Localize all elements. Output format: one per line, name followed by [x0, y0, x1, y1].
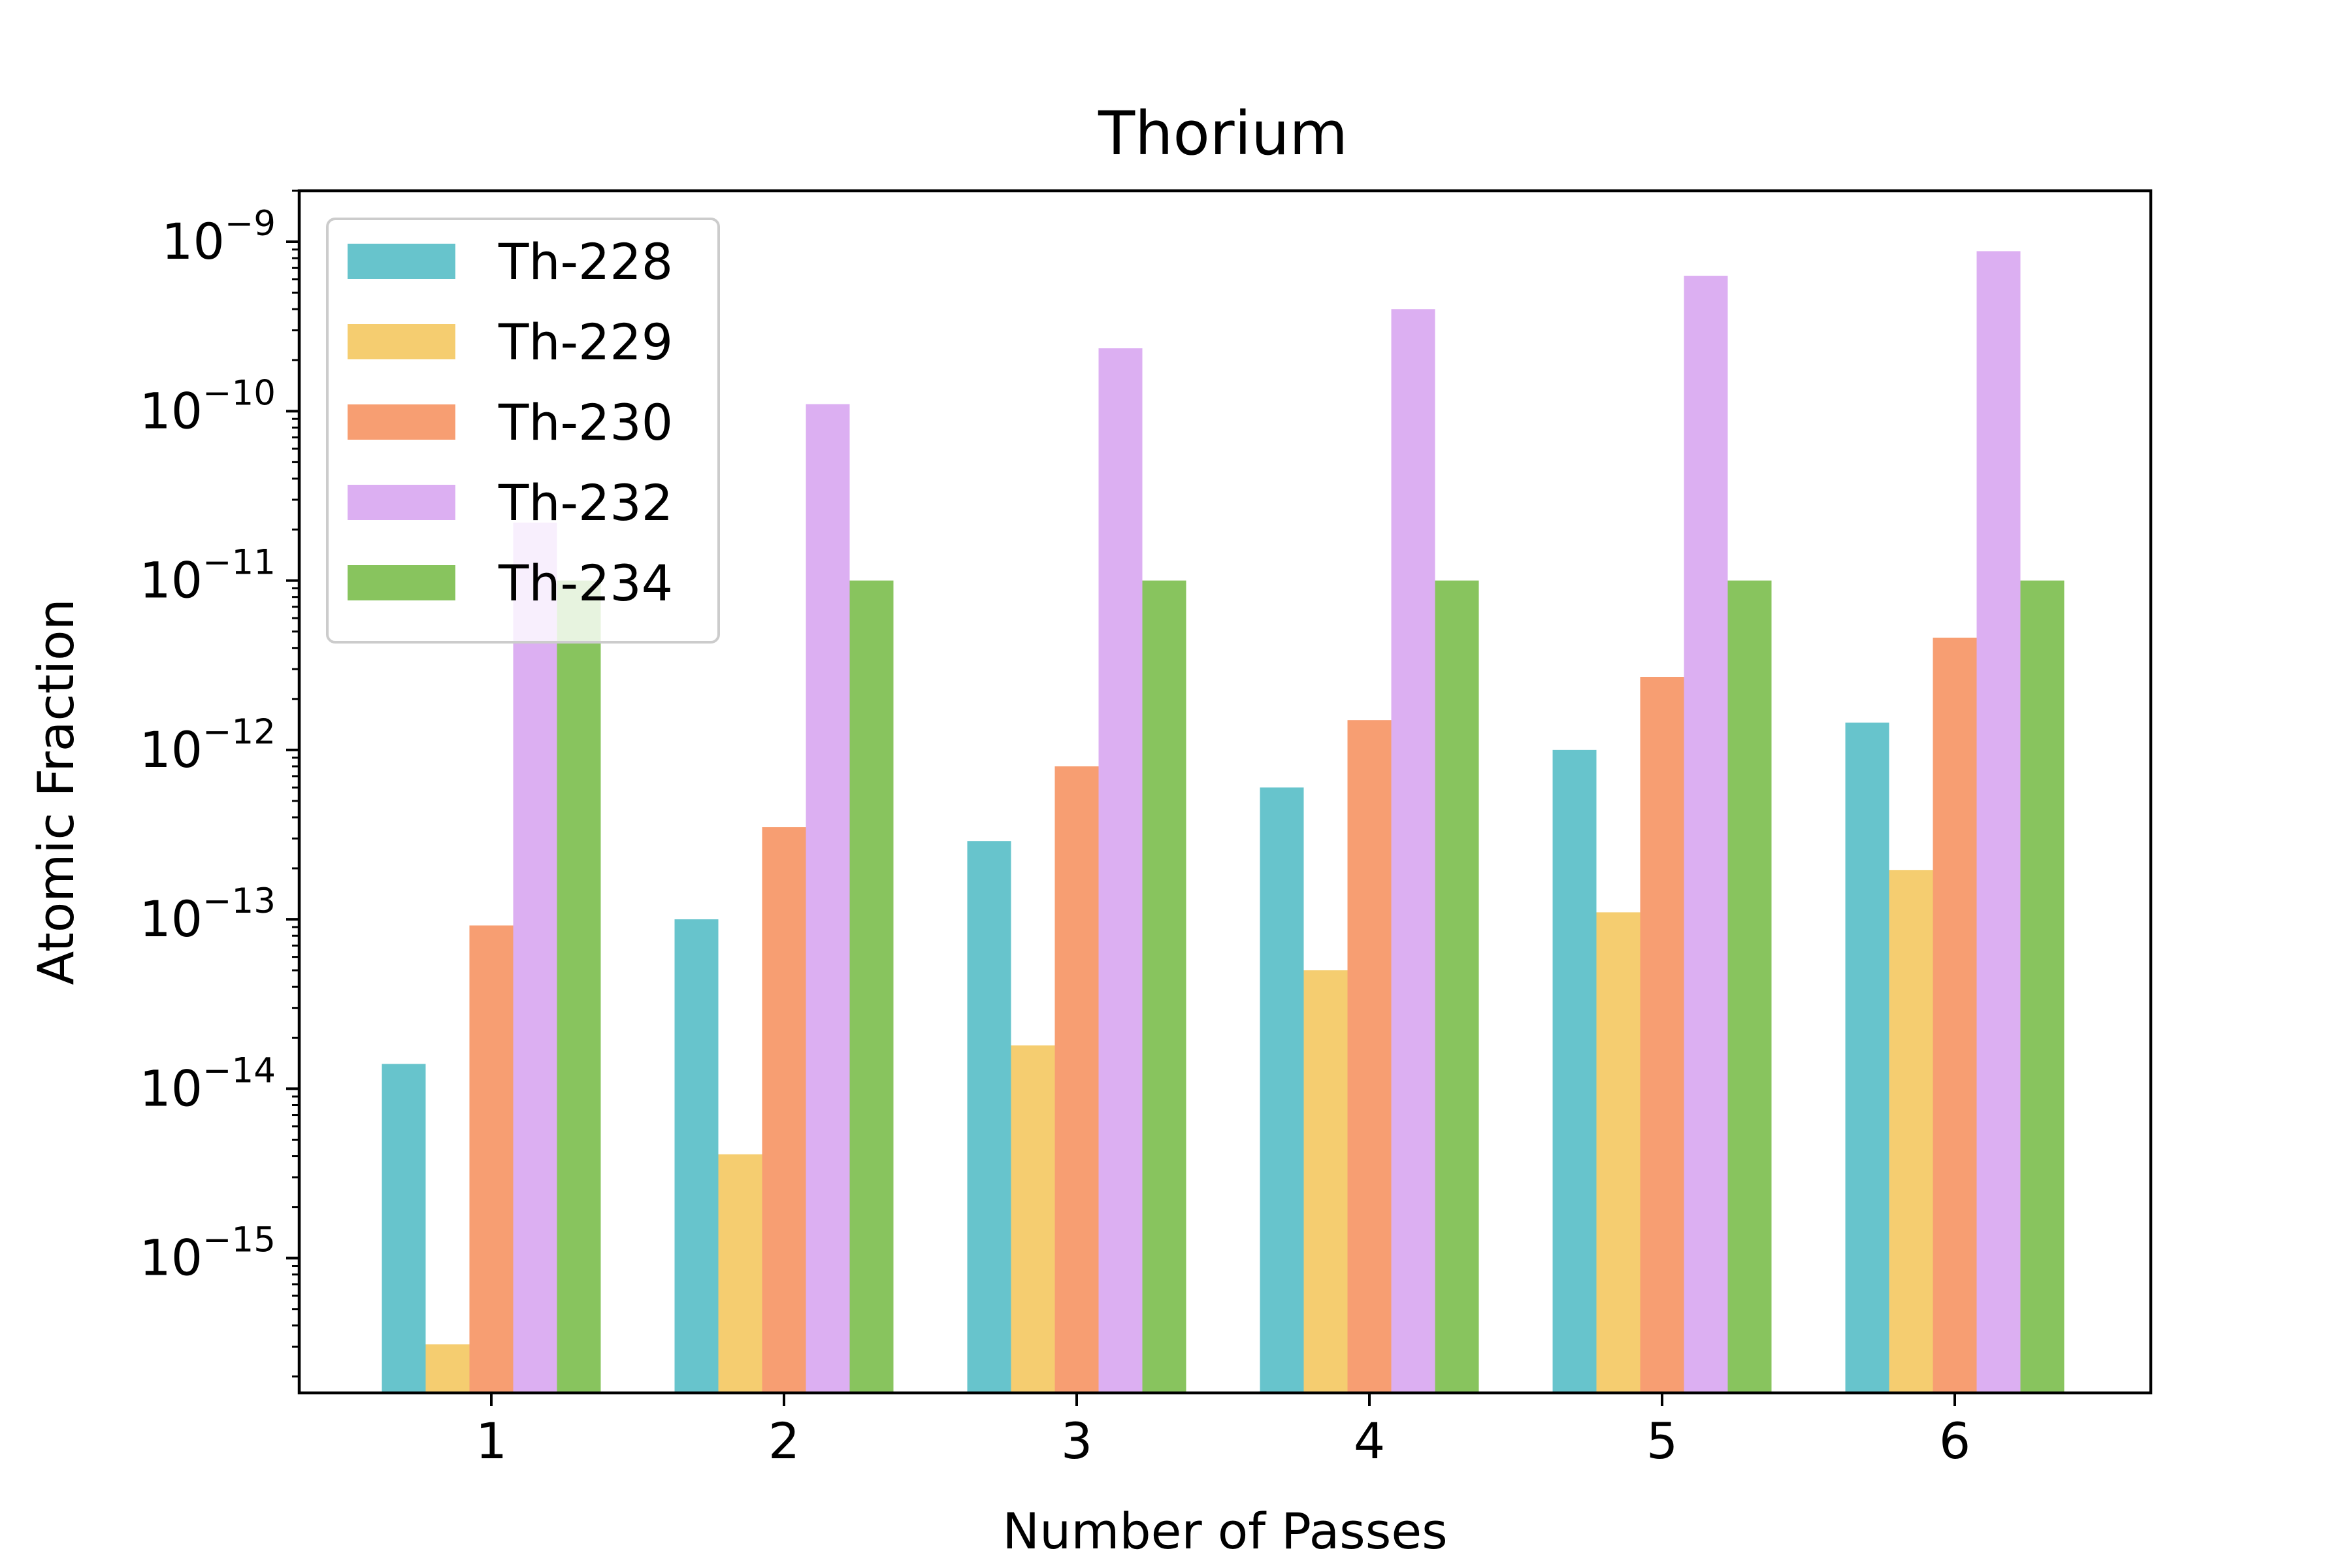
- bar-th-234-pass-1: [557, 580, 601, 1393]
- legend-label-th-228: Th-228: [498, 233, 673, 291]
- y-tick-label: 10−14: [139, 1051, 276, 1117]
- legend-label-th-229: Th-229: [498, 313, 673, 371]
- bar-th-232-pass-4: [1391, 309, 1435, 1393]
- bar-th-229-pass-6: [1889, 870, 1933, 1393]
- x-tick-label: 3: [1061, 1412, 1092, 1470]
- bar-th-230-pass-1: [469, 925, 514, 1393]
- bar-th-229-pass-1: [425, 1344, 470, 1393]
- x-axis-label: Number of Passes: [1002, 1502, 1447, 1560]
- y-tick-label: 10−10: [139, 373, 276, 440]
- legend-label-th-230: Th-230: [498, 393, 673, 451]
- bar-th-230-pass-4: [1347, 720, 1392, 1393]
- bar-th-230-pass-5: [1640, 677, 1684, 1393]
- y-axis: 10−15 10−14 10−13 10−12 10−11 10−10 10−9: [139, 189, 299, 1378]
- y-tick-label: 10−13: [139, 881, 276, 948]
- legend-label-th-232: Th-232: [498, 474, 673, 532]
- bar-th-234-pass-5: [1727, 580, 1772, 1393]
- bar-th-234-pass-6: [2020, 580, 2065, 1393]
- legend-swatch-th-234: [348, 565, 455, 600]
- x-tick-label: 4: [1354, 1412, 1385, 1470]
- legend: Th-228 Th-229 Th-230 Th-232 Th-234: [326, 218, 720, 644]
- y-axis-label: Atomic Fraction: [27, 598, 85, 985]
- legend-swatch-th-230: [348, 404, 455, 440]
- bar-th-234-pass-4: [1435, 580, 1479, 1393]
- bars-layer: [382, 251, 2065, 1394]
- bar-th-232-pass-3: [1098, 348, 1143, 1394]
- bar-th-234-pass-3: [1142, 580, 1186, 1393]
- y-tick-label: 10−9: [161, 204, 276, 270]
- chart-title: Thorium: [1098, 99, 1348, 169]
- y-tick-label: 10−15: [139, 1220, 276, 1287]
- bar-th-229-pass-3: [1011, 1045, 1055, 1393]
- bar-th-232-pass-5: [1684, 276, 1728, 1393]
- x-tick-label: 1: [476, 1412, 507, 1470]
- x-axis: 1 2 3 4 5 6: [476, 1393, 1970, 1470]
- x-tick-label: 2: [768, 1412, 800, 1470]
- bar-th-232-pass-2: [806, 404, 850, 1393]
- legend-swatch-th-232: [348, 485, 455, 520]
- bar-th-228-pass-4: [1260, 787, 1304, 1393]
- bar-th-229-pass-5: [1596, 912, 1641, 1393]
- y-tick-label: 10−11: [139, 543, 276, 610]
- bar-th-230-pass-6: [1933, 638, 1977, 1393]
- bar-th-228-pass-6: [1845, 723, 1889, 1393]
- x-tick-label: 6: [1939, 1412, 1970, 1470]
- plot-frame: [297, 189, 2153, 1395]
- bar-th-230-pass-3: [1054, 766, 1099, 1393]
- bar-th-228-pass-2: [674, 919, 719, 1393]
- bar-th-228-pass-3: [967, 841, 1011, 1393]
- y-tick-label: 10−12: [139, 712, 276, 779]
- x-tick-label: 5: [1646, 1412, 1678, 1470]
- bar-th-229-pass-2: [718, 1154, 762, 1393]
- bar-th-230-pass-2: [762, 827, 806, 1393]
- bar-th-234-pass-2: [849, 580, 894, 1393]
- bar-th-232-pass-1: [513, 522, 557, 1394]
- bar-th-229-pass-4: [1303, 970, 1348, 1393]
- legend-swatch-th-229: [348, 324, 455, 359]
- legend-label-th-234: Th-234: [498, 554, 673, 612]
- legend-swatch-th-228: [348, 244, 455, 279]
- bar-th-232-pass-6: [1976, 251, 2021, 1394]
- bar-th-228-pass-1: [382, 1064, 426, 1393]
- bar-th-228-pass-5: [1552, 749, 1597, 1393]
